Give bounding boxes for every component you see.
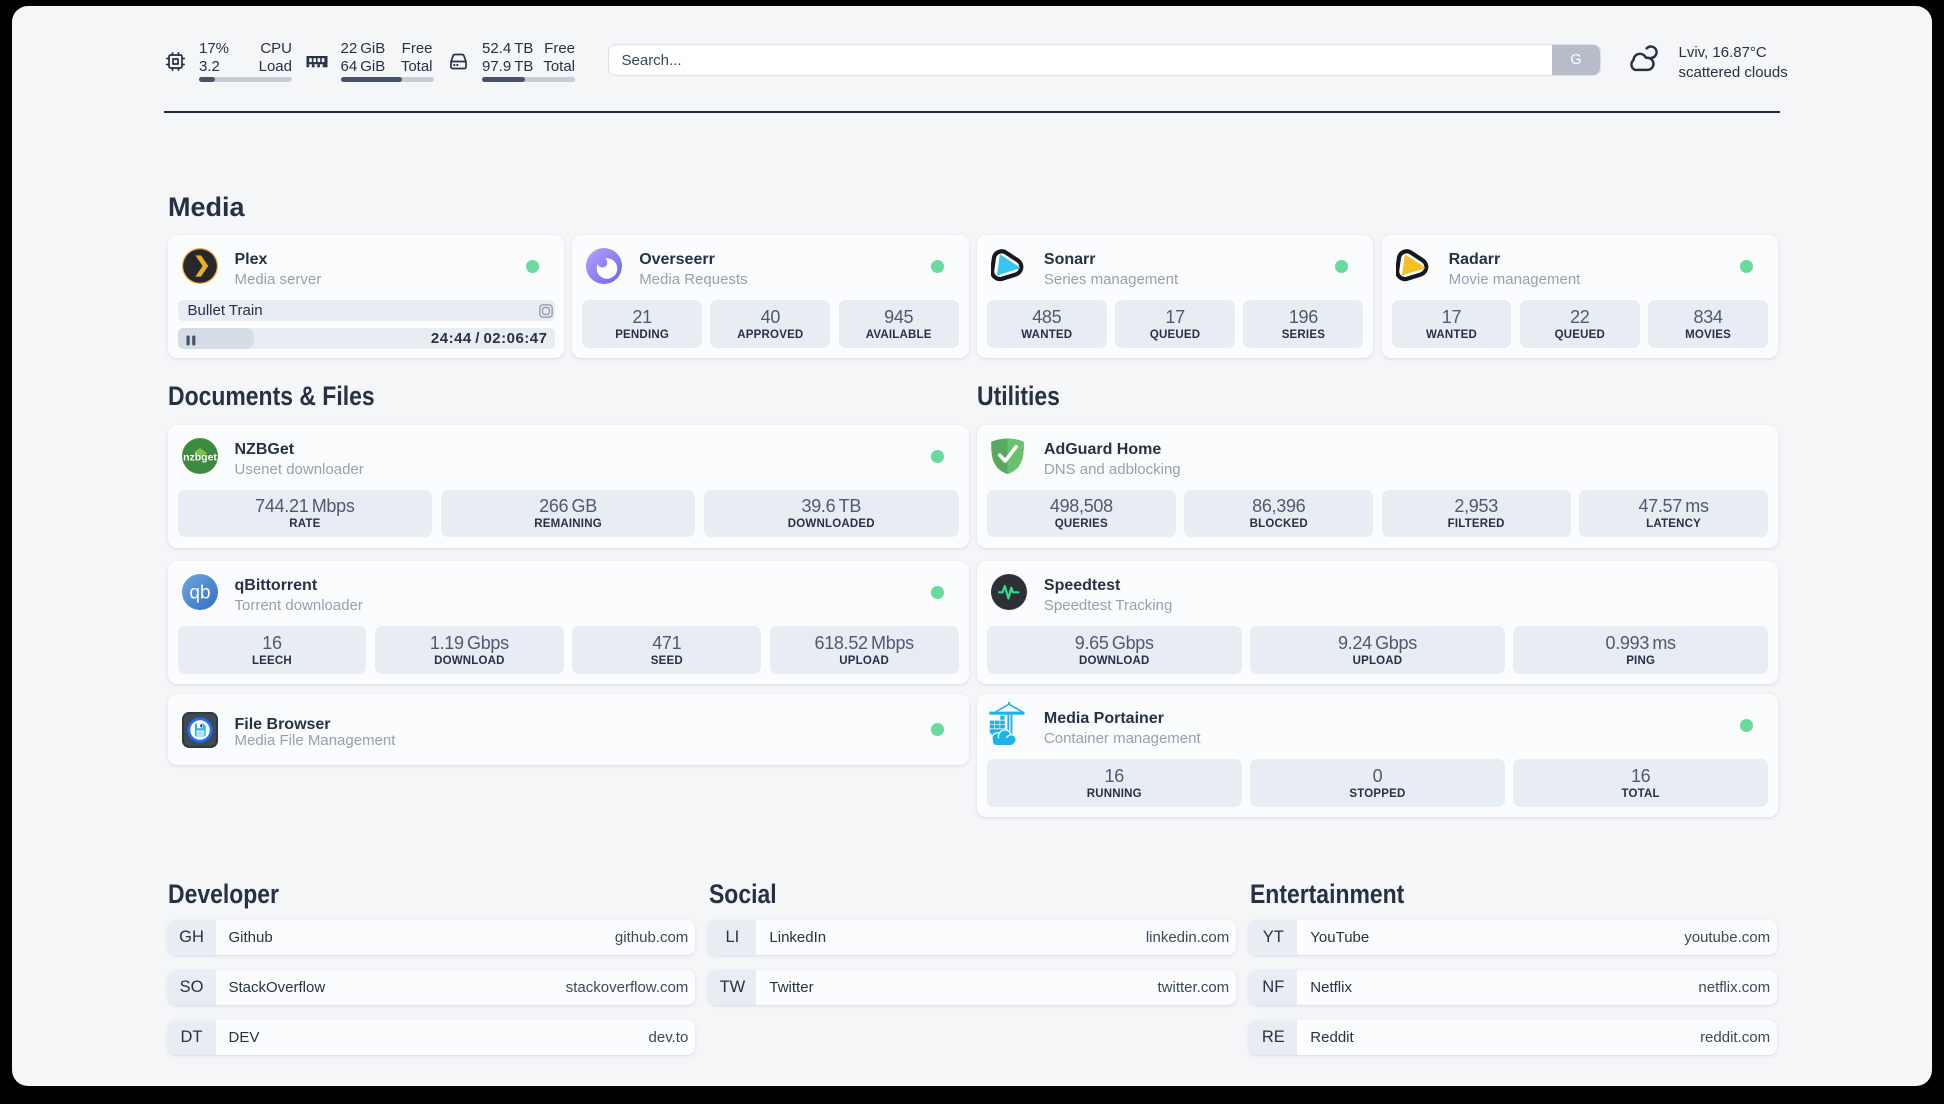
svg-text:nzbget: nzbget: [183, 451, 217, 463]
svg-text:qb: qb: [189, 583, 210, 604]
